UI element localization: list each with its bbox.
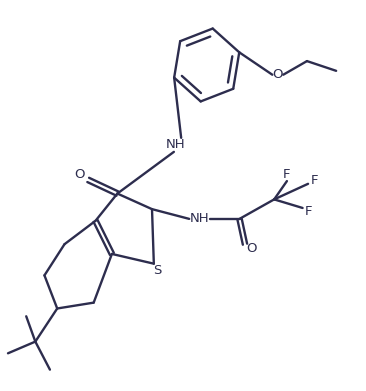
Text: F: F — [305, 204, 313, 217]
Text: NH: NH — [190, 212, 209, 225]
Text: F: F — [283, 169, 290, 181]
Text: F: F — [310, 174, 318, 187]
Text: O: O — [75, 169, 85, 181]
Text: O: O — [273, 68, 283, 81]
Text: NH: NH — [166, 138, 186, 151]
Text: O: O — [246, 242, 257, 255]
Text: S: S — [153, 264, 162, 277]
